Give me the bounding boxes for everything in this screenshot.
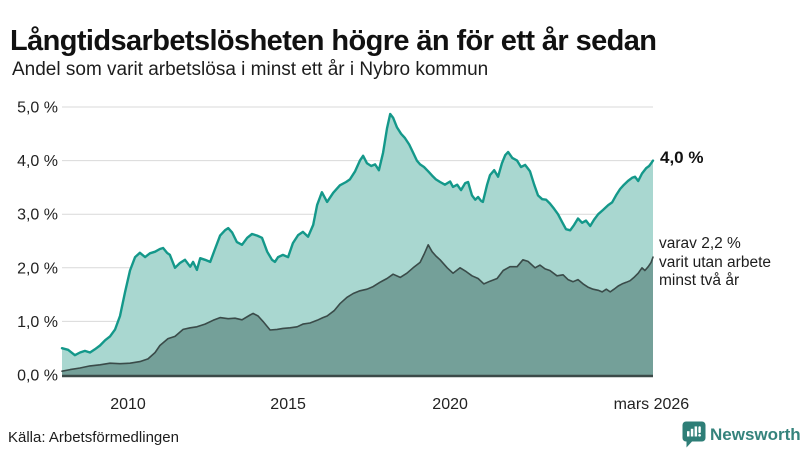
- annotation-secondary-line-1: varav 2,2 %: [659, 235, 741, 252]
- series-line: [61, 244, 654, 372]
- x-tick-label: 2020: [432, 396, 468, 413]
- y-tick-label: 0,0 %: [17, 368, 58, 385]
- series-area: [62, 244, 653, 375]
- y-tick-label: 3,0 %: [17, 207, 58, 224]
- y-tick-label: 1,0 %: [17, 314, 58, 331]
- y-tick-label: 5,0 %: [17, 100, 58, 117]
- newsworthy-brand-label: Newsworthy: [710, 425, 800, 444]
- annotation-secondary-line-2: varit utan arbete: [659, 253, 772, 271]
- newsworthy-logo-icon: [682, 421, 706, 448]
- annotation-secondary: varav 2,2 % varit utan arbete minst två …: [659, 235, 771, 291]
- annotation-secondary-line-3: minst två år: [659, 272, 740, 289]
- x-tick-label: mars 2026: [614, 396, 690, 413]
- source-label: Källa: Arbetsförmedlingen: [8, 429, 179, 446]
- y-tick-label: 4,0 %: [17, 153, 58, 170]
- x-tick-label: 2015: [270, 396, 306, 413]
- y-tick-label: 2,0 %: [17, 260, 58, 277]
- series-line: [60, 112, 655, 357]
- x-tick-label: 2010: [110, 396, 146, 413]
- annotation-latest-value: 4,0 %: [660, 148, 704, 167]
- chart-subtitle: Andel som varit arbetslösa i minst ett å…: [12, 59, 489, 80]
- page-title: Långtidsarbetslösheten högre än för ett …: [10, 25, 657, 58]
